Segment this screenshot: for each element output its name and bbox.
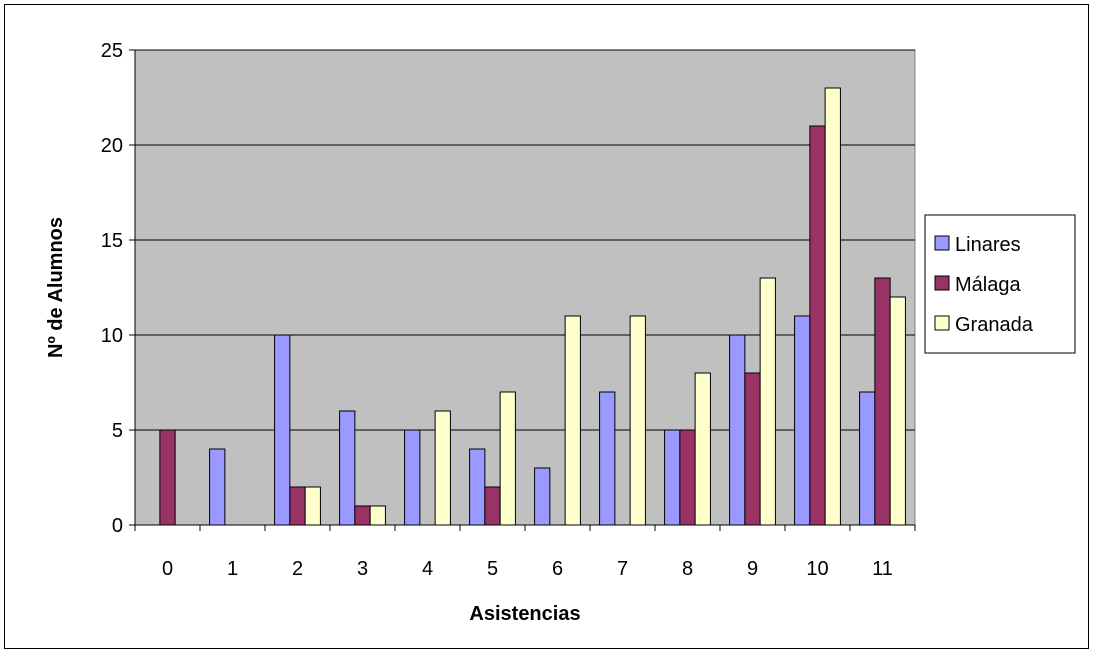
y-tick-label: 25 bbox=[101, 40, 123, 62]
x-tick-labels: 0 1 2 3 4 5 6 7 8 9 10 11 bbox=[162, 558, 893, 580]
x-tick-label: 2 bbox=[292, 558, 303, 580]
x-tick-label: 4 bbox=[422, 558, 433, 580]
bar-málaga bbox=[874, 277, 891, 526]
x-tick-label: 6 bbox=[552, 558, 563, 580]
bar-granada bbox=[629, 315, 646, 526]
y-tick-label: 15 bbox=[101, 230, 123, 252]
bar-linares bbox=[209, 448, 226, 526]
bar-linares bbox=[599, 391, 616, 526]
y-tick-label: 10 bbox=[101, 325, 123, 347]
bars bbox=[159, 87, 906, 526]
y-axis-title: Nº de Alumnos bbox=[45, 217, 67, 358]
bar-linares bbox=[729, 334, 746, 526]
bar-granada bbox=[564, 315, 581, 526]
x-tick-label: 10 bbox=[806, 558, 828, 580]
legend-swatch-linares bbox=[934, 235, 950, 251]
x-tick-label: 5 bbox=[487, 558, 498, 580]
bar-málaga bbox=[289, 486, 306, 526]
x-axis-title: Asistencias bbox=[469, 603, 580, 625]
bar-linares bbox=[859, 391, 876, 526]
y-tick-labels: 0 5 10 15 20 25 bbox=[101, 40, 123, 537]
bar-granada bbox=[304, 486, 321, 526]
bar-linares bbox=[404, 429, 421, 526]
legend-swatch-granada bbox=[934, 315, 950, 331]
bar-granada bbox=[499, 391, 516, 526]
bar-linares bbox=[274, 334, 291, 526]
y-tick-label: 0 bbox=[112, 515, 123, 537]
x-tick-label: 1 bbox=[227, 558, 238, 580]
bar-granada bbox=[694, 372, 711, 526]
legend: Linares Málaga Granada bbox=[924, 214, 1076, 354]
bar-málaga bbox=[744, 372, 761, 526]
bar-granada bbox=[889, 296, 906, 526]
axes bbox=[129, 49, 916, 531]
x-tick-label: 8 bbox=[682, 558, 693, 580]
bar-granada bbox=[434, 410, 451, 526]
bar-linares bbox=[469, 448, 486, 526]
bar-linares bbox=[664, 429, 681, 526]
bar-málaga bbox=[159, 429, 176, 526]
legend-label-linares: Linares bbox=[955, 234, 1021, 256]
x-tick-label: 11 bbox=[872, 558, 893, 580]
y-tick-label: 5 bbox=[112, 420, 123, 442]
bar-málaga bbox=[809, 125, 826, 526]
x-tick-label: 9 bbox=[747, 558, 758, 580]
legend-box bbox=[924, 214, 1076, 354]
legend-label-málaga: Málaga bbox=[955, 274, 1021, 296]
plot-area bbox=[134, 49, 916, 526]
bar-granada bbox=[369, 505, 386, 526]
bar-granada bbox=[824, 87, 841, 526]
y-tick-label: 20 bbox=[101, 135, 123, 157]
gridlines bbox=[135, 49, 915, 431]
x-tick-label: 7 bbox=[617, 558, 628, 580]
bar-linares bbox=[534, 467, 551, 526]
legend-label-granada: Granada bbox=[955, 314, 1034, 336]
legend-swatch-málaga bbox=[934, 275, 950, 291]
bar-linares bbox=[339, 410, 356, 526]
x-tick-label: 0 bbox=[162, 558, 173, 580]
bar-linares bbox=[794, 315, 811, 526]
bar-málaga bbox=[354, 505, 371, 526]
bar-granada bbox=[759, 277, 776, 526]
bar-málaga bbox=[679, 429, 696, 526]
x-tick-label: 3 bbox=[357, 558, 368, 580]
bar-málaga bbox=[484, 486, 501, 526]
